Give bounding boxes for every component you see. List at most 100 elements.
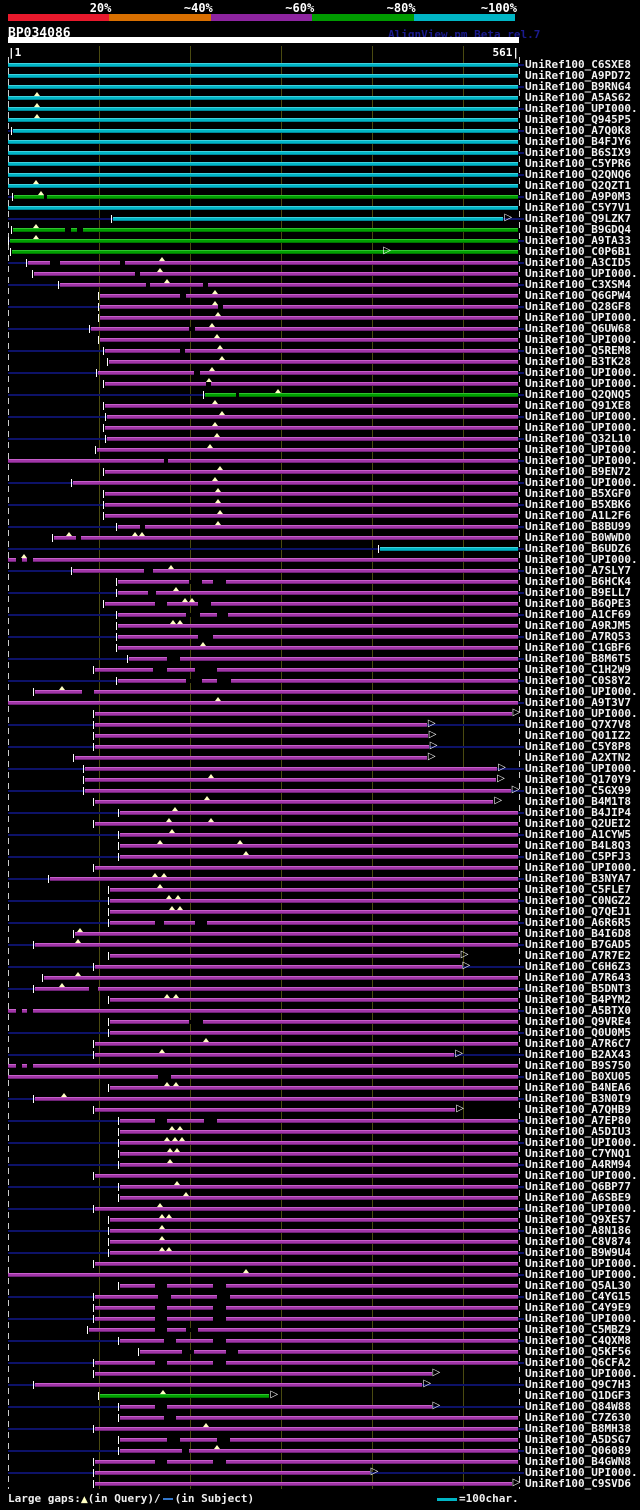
alignment-bar[interactable] [107, 437, 518, 441]
alignment-bar[interactable] [120, 1152, 518, 1156]
hit-label[interactable]: UniRef100_A9PD72 [525, 69, 631, 82]
hit-label[interactable]: UniRef100_Q2UEI2 [525, 817, 631, 830]
alignment-bar[interactable] [120, 1185, 518, 1189]
hit-label[interactable]: UniRef100_UPI000.. [525, 410, 640, 423]
hit-label[interactable]: UniRef100_UPI000.. [525, 1202, 640, 1215]
alignment-bar[interactable] [94, 1372, 432, 1376]
alignment-bar[interactable] [8, 1273, 518, 1277]
alignment-bar[interactable] [94, 822, 518, 826]
hit-label[interactable]: UniRef100_B6UDZ6 [525, 542, 631, 555]
hit-label[interactable]: UniRef100_B5XGF0 [525, 487, 631, 500]
alignment-bar[interactable] [104, 349, 518, 353]
alignment-bar[interactable] [112, 217, 504, 221]
alignment-bar[interactable] [94, 1427, 518, 1431]
hit-label[interactable]: UniRef100_A1L2F6 [525, 509, 631, 522]
hit-label[interactable]: UniRef100_A7SLY7 [525, 564, 631, 577]
hit-label[interactable]: UniRef100_UPI000.. [525, 366, 640, 379]
alignment-bar[interactable] [120, 1449, 518, 1453]
alignment-bar[interactable] [94, 1262, 518, 1266]
hit-label[interactable]: UniRef100_UPI000.. [525, 1312, 640, 1325]
hit-label[interactable]: UniRef100_B9W9U4 [525, 1246, 631, 1259]
hit-label[interactable]: UniRef100_A7R7E2 [525, 949, 631, 962]
alignment-bar[interactable] [14, 195, 518, 199]
hit-label[interactable]: UniRef100_B8BU99 [525, 520, 631, 533]
alignment-bar[interactable] [84, 789, 511, 793]
hit-label[interactable]: UniRef100_C7Z630 [525, 1411, 631, 1424]
alignment-bar[interactable] [97, 448, 519, 452]
hit-label[interactable]: UniRef100_Q84W88 [525, 1400, 631, 1413]
alignment-bar[interactable] [120, 1339, 518, 1343]
hit-label[interactable]: UniRef100_UPI000.. [525, 861, 640, 874]
alignment-bar[interactable] [44, 976, 518, 980]
alignment-bar[interactable] [8, 1064, 518, 1068]
alignment-bar[interactable] [94, 1482, 512, 1486]
hit-label[interactable]: UniRef100_C7YNQ1 [525, 1147, 631, 1160]
hit-label[interactable]: UniRef100_Q2QNQ6 [525, 168, 631, 181]
alignment-bar[interactable] [8, 85, 518, 89]
alignment-bar[interactable] [8, 118, 518, 122]
alignment-bar[interactable] [74, 932, 518, 936]
hit-label[interactable]: UniRef100_A7R643 [525, 971, 631, 984]
alignment-bar[interactable] [8, 184, 518, 188]
alignment-bar[interactable] [94, 712, 512, 716]
hit-label[interactable]: UniRef100_A6R6R5 [525, 916, 631, 929]
hit-label[interactable]: UniRef100_UPI000.. [525, 102, 640, 115]
alignment-bar[interactable] [8, 173, 518, 177]
hit-label[interactable]: UniRef100_A2XTN2 [525, 751, 631, 764]
alignment-bar[interactable] [110, 1031, 518, 1035]
hit-label[interactable]: UniRef100_A9RJM5 [525, 619, 631, 632]
alignment-bar[interactable] [118, 525, 518, 529]
hit-label[interactable]: UniRef100_C6SXE8 [525, 58, 631, 71]
alignment-bar[interactable] [94, 745, 429, 749]
alignment-bar[interactable] [94, 1471, 370, 1475]
hit-label[interactable]: UniRef100_UPI000.. [525, 311, 640, 324]
hit-label[interactable]: UniRef100_C5MBZ9 [525, 1323, 631, 1336]
alignment-bar[interactable] [100, 305, 518, 309]
alignment-bar[interactable] [8, 459, 518, 463]
hit-label[interactable]: UniRef100_B7GAD5 [525, 938, 631, 951]
hit-label[interactable]: UniRef100_A5DIU3 [525, 1125, 631, 1138]
hit-label[interactable]: UniRef100_UPI000.. [525, 762, 640, 775]
hit-label[interactable]: UniRef100_B4M1T8 [525, 795, 631, 808]
alignment-bar[interactable] [94, 1174, 518, 1178]
hit-label[interactable]: UniRef100_UPI000.. [525, 377, 640, 390]
alignment-bar[interactable] [110, 1251, 518, 1255]
alignment-bar[interactable] [120, 1119, 518, 1123]
alignment-bar[interactable] [35, 1097, 518, 1101]
hit-label[interactable]: UniRef100_A9T3V7 [525, 696, 631, 709]
hit-label[interactable]: UniRef100_B4L8Q3 [525, 839, 631, 852]
alignment-bar[interactable] [89, 1328, 518, 1332]
hit-label[interactable]: UniRef100_C9SVD6 [525, 1477, 631, 1490]
hit-label[interactable]: UniRef100_B2AX43 [525, 1048, 631, 1061]
alignment-bar[interactable] [120, 1416, 518, 1420]
alignment-bar[interactable] [74, 756, 427, 760]
hit-label[interactable]: UniRef100_Q91XE8 [525, 399, 631, 412]
hit-label[interactable]: UniRef100_B3TK28 [525, 355, 631, 368]
alignment-bar[interactable] [110, 921, 518, 925]
alignment-bar[interactable] [118, 580, 518, 584]
alignment-bar[interactable] [120, 811, 518, 815]
alignment-bar[interactable] [120, 1141, 518, 1145]
hit-label[interactable]: UniRef100_UPI000.. [525, 1367, 640, 1380]
alignment-bar[interactable] [120, 1438, 518, 1442]
alignment-bar[interactable] [129, 657, 518, 661]
hit-label[interactable]: UniRef100_A8N186 [525, 1224, 631, 1237]
alignment-bar[interactable] [120, 1163, 518, 1167]
hit-label[interactable]: UniRef100_Q28GF8 [525, 300, 631, 313]
alignment-bar[interactable] [204, 393, 518, 397]
alignment-bar[interactable] [34, 272, 518, 276]
alignment-bar[interactable] [110, 1086, 518, 1090]
alignment-bar[interactable] [104, 503, 518, 507]
hit-label[interactable]: UniRef100_B3NYA7 [525, 872, 631, 885]
alignment-bar[interactable] [110, 1240, 518, 1244]
alignment-bar[interactable] [8, 63, 518, 67]
alignment-bar[interactable] [8, 74, 518, 78]
hit-label[interactable]: UniRef100_B4JIP4 [525, 806, 631, 819]
hit-label[interactable]: UniRef100_Q6UW68 [525, 322, 631, 335]
hit-label[interactable]: UniRef100_A9P0M3 [525, 190, 631, 203]
hit-label[interactable]: UniRef100_C3XSM4 [525, 278, 631, 291]
hit-label[interactable]: UniRef100_UPI000.. [525, 333, 640, 346]
alignment-bar[interactable] [8, 151, 518, 155]
hit-label[interactable]: UniRef100_B9GDQ4 [525, 223, 631, 236]
hit-label[interactable]: UniRef100_B6QPE3 [525, 597, 631, 610]
